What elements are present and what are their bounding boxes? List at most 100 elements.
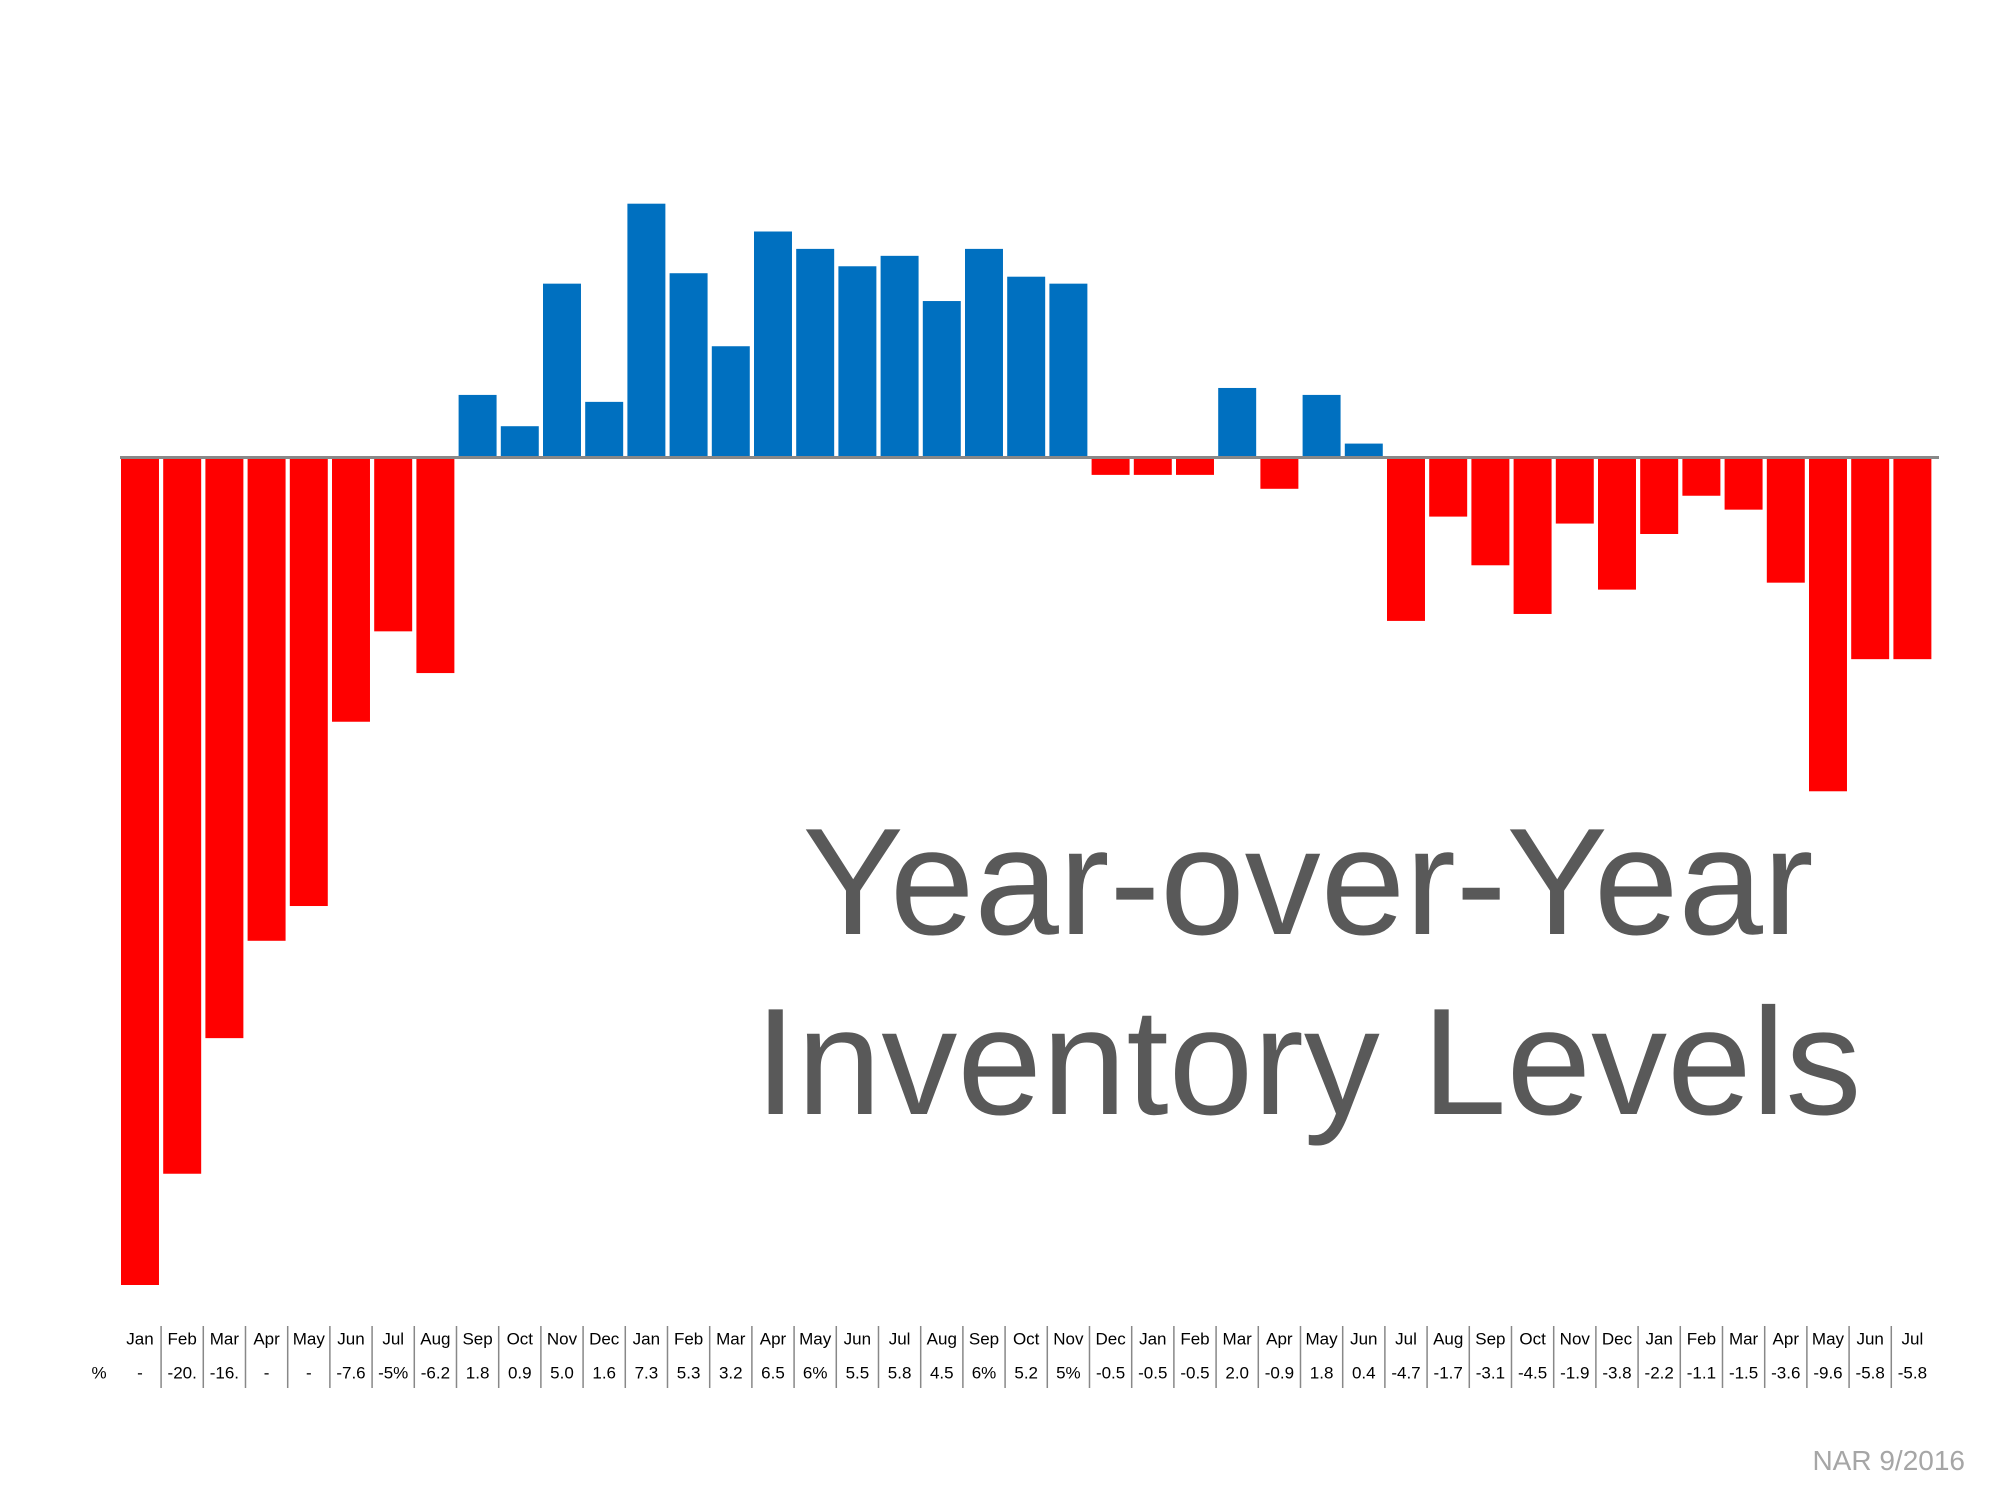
x-tick-label: Oct bbox=[1013, 1329, 1040, 1348]
x-tick-label: Jun bbox=[1856, 1329, 1883, 1348]
value-label: -5.8 bbox=[1898, 1363, 1927, 1382]
value-label: -1.1 bbox=[1687, 1363, 1716, 1382]
x-tick-label: Mar bbox=[1223, 1329, 1253, 1348]
x-tick-label: Nov bbox=[1560, 1329, 1591, 1348]
bar bbox=[1682, 457, 1721, 496]
value-label: -3.1 bbox=[1476, 1363, 1505, 1382]
chart-title: Year-over-Year bbox=[802, 797, 1813, 967]
bar bbox=[754, 231, 792, 458]
bar bbox=[1344, 443, 1383, 458]
x-tick-label: Jun bbox=[1350, 1329, 1377, 1348]
bar bbox=[458, 394, 497, 458]
x-tick-label: Mar bbox=[716, 1329, 746, 1348]
value-label: - bbox=[306, 1363, 312, 1382]
value-label: 5% bbox=[1056, 1363, 1081, 1382]
x-tick-label: Mar bbox=[1729, 1329, 1759, 1348]
value-label: -0.5 bbox=[1096, 1363, 1125, 1382]
value-label: 0.4 bbox=[1352, 1363, 1376, 1382]
value-label: 2.0 bbox=[1225, 1363, 1249, 1382]
x-tick-label: Apr bbox=[1773, 1329, 1800, 1348]
x-tick-label: Dec bbox=[589, 1329, 620, 1348]
x-tick-label: May bbox=[1812, 1329, 1845, 1348]
value-label: -0.9 bbox=[1265, 1363, 1294, 1382]
x-tick-label: Feb bbox=[674, 1329, 703, 1348]
bar bbox=[289, 457, 328, 907]
bar bbox=[416, 457, 455, 674]
bar bbox=[1555, 457, 1594, 524]
bar bbox=[627, 203, 666, 458]
x-tick-label: Feb bbox=[1180, 1329, 1209, 1348]
x-tick-label: May bbox=[799, 1329, 832, 1348]
x-tick-label: Aug bbox=[1433, 1329, 1463, 1348]
x-tick-label: Sep bbox=[1475, 1329, 1505, 1348]
value-label: - bbox=[137, 1363, 143, 1382]
value-label: 5.2 bbox=[1014, 1363, 1038, 1382]
x-tick-label: Apr bbox=[253, 1329, 280, 1348]
bar bbox=[205, 457, 244, 1039]
value-label: -4.5 bbox=[1518, 1363, 1547, 1382]
value-label: -4.7 bbox=[1391, 1363, 1420, 1382]
bar bbox=[1302, 394, 1341, 458]
bar bbox=[880, 255, 919, 458]
value-label: - bbox=[264, 1363, 270, 1382]
bar bbox=[1766, 457, 1805, 583]
bar bbox=[121, 457, 159, 1285]
x-tick-label: Jul bbox=[1902, 1329, 1924, 1348]
chart-title: Inventory Levels bbox=[755, 977, 1862, 1147]
value-label: 6% bbox=[803, 1363, 828, 1382]
x-tick-label: May bbox=[1306, 1329, 1339, 1348]
x-tick-label: Dec bbox=[1095, 1329, 1126, 1348]
value-label: 5.5 bbox=[846, 1363, 870, 1382]
bar bbox=[500, 426, 539, 458]
bar bbox=[1133, 457, 1172, 475]
value-label: -3.8 bbox=[1602, 1363, 1631, 1382]
value-label: 3.2 bbox=[719, 1363, 743, 1382]
x-tick-label: Jan bbox=[1645, 1329, 1672, 1348]
value-label: -0.5 bbox=[1180, 1363, 1209, 1382]
value-label: 0.9 bbox=[508, 1363, 532, 1382]
x-tick-label: Sep bbox=[969, 1329, 999, 1348]
row-label: % bbox=[91, 1363, 106, 1382]
bar bbox=[922, 301, 961, 458]
bar bbox=[669, 273, 708, 458]
bar bbox=[585, 401, 624, 458]
value-label: 1.8 bbox=[1310, 1363, 1334, 1382]
bar bbox=[1049, 283, 1088, 458]
x-tick-label: Apr bbox=[1266, 1329, 1293, 1348]
bar bbox=[965, 248, 1003, 458]
value-label: -20. bbox=[168, 1363, 197, 1382]
value-label: 7.3 bbox=[635, 1363, 659, 1382]
x-tick-label: Aug bbox=[927, 1329, 957, 1348]
bar bbox=[332, 457, 370, 722]
x-tick-label: Jun bbox=[844, 1329, 871, 1348]
bar bbox=[1724, 457, 1763, 510]
value-label: 6% bbox=[972, 1363, 997, 1382]
x-tick-label: Mar bbox=[210, 1329, 240, 1348]
value-label: -1.5 bbox=[1729, 1363, 1758, 1382]
bar bbox=[1218, 387, 1257, 458]
x-tick-label: Feb bbox=[1687, 1329, 1716, 1348]
value-label: 1.8 bbox=[466, 1363, 490, 1382]
value-label: -3.6 bbox=[1771, 1363, 1800, 1382]
value-label: 5.0 bbox=[550, 1363, 574, 1382]
value-label: -0.5 bbox=[1138, 1363, 1167, 1382]
bar bbox=[1471, 457, 1510, 566]
bar bbox=[1091, 457, 1130, 475]
x-tick-label: Jun bbox=[337, 1329, 364, 1348]
bar bbox=[1007, 276, 1046, 458]
x-tick-label: Dec bbox=[1602, 1329, 1633, 1348]
bar bbox=[1640, 457, 1679, 534]
value-label: -1.7 bbox=[1434, 1363, 1463, 1382]
bar bbox=[1176, 457, 1214, 475]
value-label: 6.5 bbox=[761, 1363, 785, 1382]
value-label: -5% bbox=[378, 1363, 408, 1382]
value-label: 1.6 bbox=[592, 1363, 616, 1382]
x-tick-label: Jul bbox=[382, 1329, 404, 1348]
x-tick-label: Apr bbox=[760, 1329, 787, 1348]
value-label: -2.2 bbox=[1645, 1363, 1674, 1382]
x-tick-label: Jul bbox=[1395, 1329, 1417, 1348]
bar bbox=[796, 248, 835, 458]
x-tick-label: Aug bbox=[420, 1329, 450, 1348]
bar bbox=[163, 457, 202, 1174]
